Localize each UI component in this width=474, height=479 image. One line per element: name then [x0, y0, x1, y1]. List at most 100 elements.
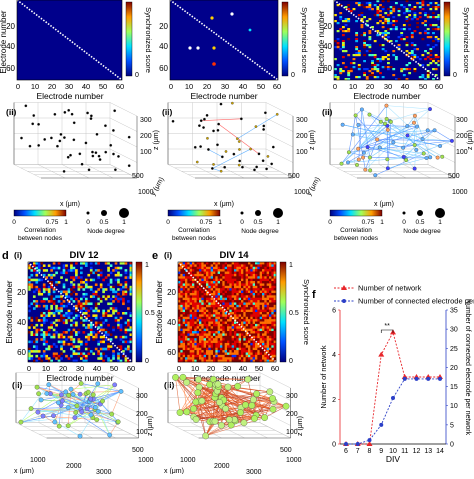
svg-text:Synchronized score: Synchronized score — [144, 7, 153, 73]
f-xtick: 11 — [401, 448, 408, 455]
f-xtick: 14 — [436, 448, 444, 455]
e-xticks: 0 10 20 30 40 50 60 — [177, 364, 279, 373]
f-point-electrode — [379, 423, 383, 427]
f-series-line-0 — [346, 332, 440, 444]
svg-text:100: 100 — [296, 149, 308, 156]
svg-text:1: 1 — [64, 219, 68, 226]
svg-text:1000: 1000 — [30, 457, 46, 464]
svg-text:0: 0 — [328, 219, 332, 226]
svg-text:3000: 3000 — [96, 469, 112, 474]
svg-text:500: 500 — [132, 173, 144, 180]
svg-text:0: 0 — [27, 364, 31, 373]
f-xtick: 6 — [344, 448, 348, 455]
svg-text:100: 100 — [140, 149, 152, 156]
svg-text:20: 20 — [17, 288, 26, 297]
svg-text:50: 50 — [419, 82, 427, 91]
f-legend-label-0: Number of network — [358, 284, 422, 293]
top-xlabel-1: Electrode number — [36, 91, 103, 101]
svg-text:60: 60 — [116, 82, 124, 91]
svg-text:500: 500 — [288, 173, 300, 180]
svg-text:40: 40 — [93, 364, 101, 373]
panel-f-letter: f — [312, 289, 316, 301]
svg-text:x (μm): x (μm) — [14, 468, 34, 474]
f-ylabel-right: Number of connected electrode per networ… — [464, 299, 471, 436]
f-point-electrode — [438, 377, 442, 381]
scatter3d-3 — [330, 103, 455, 179]
f-point-electrode — [391, 396, 395, 400]
svg-text:0: 0 — [166, 219, 170, 226]
svg-text:0.5: 0.5 — [415, 219, 424, 226]
f-ytick-right: 10 — [450, 403, 458, 410]
svg-text:Correlation: Correlation — [24, 227, 56, 234]
svg-text:60: 60 — [271, 364, 279, 373]
svg-text:300: 300 — [140, 117, 152, 124]
colorbar-d: 1 0.5 0 — [136, 262, 155, 365]
heatmap-top-2 — [170, 0, 278, 80]
f-ylabel-left: Number of network — [319, 345, 328, 409]
svg-text:20: 20 — [366, 82, 374, 91]
svg-text:300: 300 — [286, 393, 298, 400]
svg-text:40: 40 — [239, 82, 247, 91]
top-ylabel-1: Electrode number — [0, 10, 8, 73]
top-ytick-40-b: 40 — [159, 42, 168, 51]
svg-text:500: 500 — [280, 447, 292, 454]
legend-row2-3: 0 0.75 1 Correlation between nodes 0 0.5… — [328, 208, 445, 242]
e-ylabel: Electrode number — [155, 280, 164, 343]
svg-text:Node degree: Node degree — [403, 228, 441, 235]
svg-text:60: 60 — [127, 364, 135, 373]
svg-text:50: 50 — [110, 364, 118, 373]
svg-text:Synchronized score: Synchronized score — [302, 279, 311, 345]
svg-text:Node degree: Node degree — [241, 228, 279, 235]
label-ii-2: (ii) — [162, 107, 173, 117]
f-significance-label: ** — [384, 323, 390, 330]
svg-text:0: 0 — [12, 219, 16, 226]
svg-text:1000: 1000 — [452, 189, 468, 196]
svg-text:1: 1 — [122, 219, 126, 226]
svg-text:Synchronized score: Synchronized score — [462, 7, 471, 73]
d-ylabel: Electrode number — [5, 280, 14, 343]
svg-text:1: 1 — [380, 219, 384, 226]
svg-text:3000: 3000 — [246, 469, 262, 474]
colorbar-top-1: 0 Synchronized score — [126, 2, 153, 79]
svg-text:x (μm): x (μm) — [214, 201, 234, 208]
svg-text:300: 300 — [296, 117, 308, 124]
svg-text:between nodes: between nodes — [334, 235, 379, 242]
f-xtick: 13 — [424, 448, 432, 455]
colorbar-top-2: 0 Synchronized score — [282, 2, 309, 79]
f-xlabel: DIV — [386, 454, 401, 464]
svg-text:300: 300 — [136, 393, 148, 400]
svg-text:x (μm): x (μm) — [60, 201, 80, 208]
svg-text:0: 0 — [86, 219, 90, 226]
svg-text:y (μm): y (μm) — [150, 176, 166, 197]
f-ytick-right: 20 — [450, 365, 458, 372]
svg-text:0: 0 — [240, 219, 244, 226]
svg-text:0: 0 — [289, 358, 293, 365]
panel-d-letter: d — [2, 250, 9, 262]
svg-text:Synchronized score: Synchronized score — [300, 7, 309, 73]
svg-text:50: 50 — [255, 364, 263, 373]
svg-text:0: 0 — [177, 364, 181, 373]
top-xlabel-2: Electrode number — [190, 91, 257, 101]
svg-text:10: 10 — [349, 82, 357, 91]
svg-text:200: 200 — [140, 133, 152, 140]
f-ytick-left: 4 — [332, 352, 336, 359]
colorbar-top-3: 0 Synchronized score — [444, 2, 471, 79]
svg-text:40: 40 — [17, 318, 26, 327]
f-point-electrode — [344, 442, 348, 446]
svg-text:between nodes: between nodes — [172, 235, 217, 242]
svg-text:0.5: 0.5 — [99, 219, 108, 226]
svg-text:50: 50 — [99, 82, 107, 91]
panel-e-letter: e — [152, 250, 158, 262]
svg-text:Node degree: Node degree — [87, 228, 125, 235]
colorbar-e: 1 0.5 0 Synchronized score — [280, 262, 311, 365]
top-ytick-60-b: 60 — [159, 64, 168, 73]
top-ytick-20-b: 20 — [159, 22, 168, 31]
svg-text:20: 20 — [167, 288, 176, 297]
f-ytick-right: 25 — [450, 346, 458, 353]
svg-text:20: 20 — [59, 364, 67, 373]
d-xticks: 0 10 20 30 40 50 60 — [27, 364, 135, 373]
svg-text:z (μm): z (μm) — [309, 130, 316, 150]
svg-text:30: 30 — [65, 82, 73, 91]
